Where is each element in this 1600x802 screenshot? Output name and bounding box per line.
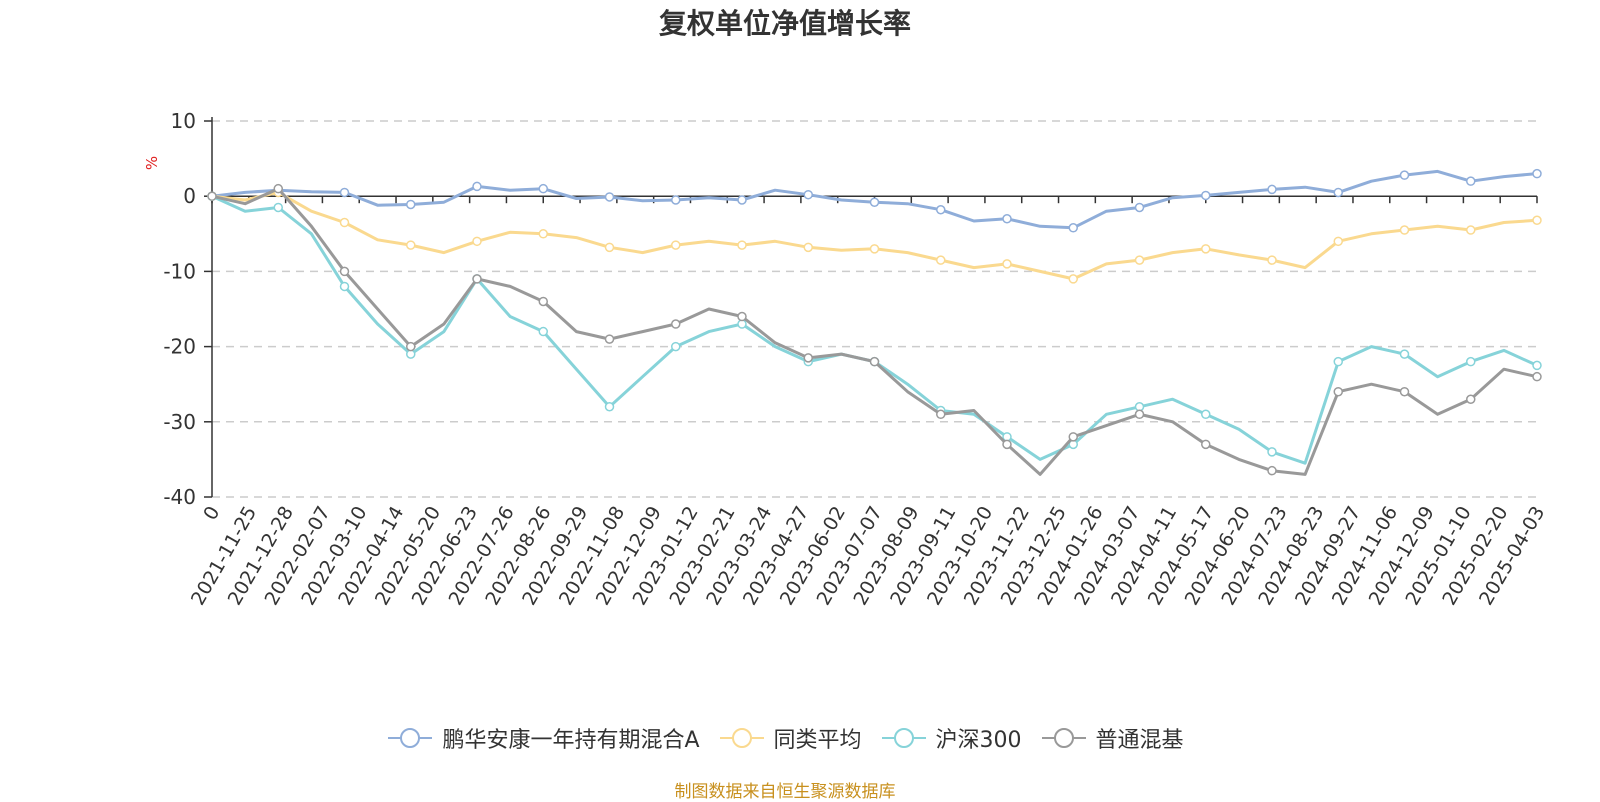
legend-label: 普通混基 (1095, 728, 1184, 753)
series-point (339, 187, 350, 198)
series-point (671, 195, 681, 205)
series-point (1399, 225, 1410, 235)
series-point (1201, 190, 1211, 201)
series-point (1466, 356, 1476, 367)
series-point (1002, 214, 1012, 224)
legend-label: 鹏华安康一年持有期混合A (442, 728, 700, 753)
series-point (1333, 236, 1343, 247)
series-point (1201, 439, 1211, 450)
series-point (1399, 349, 1410, 359)
series-point (1532, 360, 1542, 371)
series-point (869, 197, 880, 207)
series-point (1532, 168, 1542, 179)
series-point (1333, 187, 1343, 198)
series-point (1068, 432, 1078, 442)
series-point (737, 240, 747, 250)
line-circle-icon (881, 728, 926, 748)
series-point (604, 192, 615, 202)
series-point (1333, 386, 1343, 397)
series-point (604, 242, 615, 253)
series-point (406, 341, 416, 352)
source-note: 制图数据来自恒生聚源数据库 (674, 782, 896, 802)
legend: 鹏华安康一年持有期混合A 同类平均 沪深300 普通混基 (0, 722, 1570, 754)
series-point (1068, 274, 1078, 284)
series-point (671, 319, 681, 329)
series-point (538, 183, 548, 194)
series-point (538, 296, 548, 307)
series-point (1002, 439, 1012, 450)
line-circle-icon (1041, 728, 1086, 748)
chart-title: 复权单位净值增长率 (658, 7, 911, 40)
line-circle-icon (719, 728, 764, 748)
series-point (1134, 255, 1145, 265)
series-point (1333, 356, 1343, 367)
y-axis-label: % (143, 156, 161, 170)
series-point (406, 240, 416, 250)
series-point (936, 409, 946, 420)
series-point (1267, 184, 1277, 195)
line-circle-icon (388, 728, 433, 748)
series-point (339, 281, 350, 292)
series-point (339, 217, 350, 228)
series-point (604, 402, 615, 412)
legend-item-category-average[interactable]: 同类平均 (718, 722, 862, 754)
legend-item-mixed-fund[interactable]: 普通混基 (1040, 722, 1184, 754)
y-tick-label: -40 (163, 485, 196, 509)
series-point (803, 189, 813, 200)
x-tick-label: 0 (199, 503, 224, 524)
series-point (1532, 371, 1542, 382)
series-point (1466, 394, 1476, 404)
series-point (1466, 176, 1476, 186)
y-tick-label: 10 (171, 109, 196, 133)
series-line-3 (211, 187, 1538, 476)
series-point (1068, 223, 1078, 233)
series-point (538, 229, 548, 239)
series-point (671, 240, 681, 250)
series-point (207, 191, 217, 201)
series-point (1267, 465, 1277, 476)
series-point (1134, 409, 1145, 420)
series-point (1201, 409, 1211, 420)
series-point (472, 181, 482, 192)
y-tick-label: -10 (163, 259, 196, 283)
y-tick-label: 0 (183, 184, 196, 208)
series-point (1399, 170, 1410, 180)
series-point (936, 204, 946, 215)
series-point (406, 199, 416, 210)
series-point (273, 183, 283, 194)
series-point (803, 353, 813, 363)
y-tick-label: -30 (163, 410, 196, 434)
series-point (803, 242, 813, 253)
legend-item-fund[interactable]: 鹏华安康一年持有期混合A (386, 722, 700, 754)
series-point (737, 311, 747, 322)
series-point (1201, 244, 1211, 254)
series-point (869, 244, 880, 254)
series-point (273, 202, 283, 213)
series-point (604, 334, 615, 344)
legend-label: 沪深300 (935, 728, 1022, 753)
series-point (936, 255, 946, 265)
series-point (339, 266, 350, 277)
series-point (869, 356, 880, 367)
series-point (1399, 386, 1410, 397)
legend-item-csi300[interactable]: 沪深300 (880, 722, 1022, 754)
series-point (1267, 255, 1277, 265)
series-point (472, 274, 482, 284)
series-point (737, 195, 747, 205)
series-point (1267, 447, 1277, 457)
series-point (1002, 259, 1012, 269)
series-line-2 (211, 194, 1538, 465)
series-point (538, 326, 548, 337)
series-point (1532, 215, 1542, 226)
series-point (1134, 202, 1145, 213)
y-tick-label: -20 (163, 335, 196, 359)
series-point (671, 341, 681, 352)
legend-label: 同类平均 (773, 728, 862, 753)
series-point (1466, 225, 1476, 235)
series-point (472, 236, 482, 247)
